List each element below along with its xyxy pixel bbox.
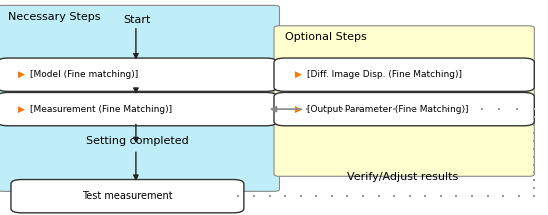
FancyBboxPatch shape bbox=[0, 92, 277, 126]
Text: ▶: ▶ bbox=[295, 70, 302, 79]
Text: ▶: ▶ bbox=[295, 105, 302, 114]
Text: [Diff. Image Disp. (Fine Matching)]: [Diff. Image Disp. (Fine Matching)] bbox=[307, 70, 462, 79]
Text: ▶: ▶ bbox=[18, 70, 25, 79]
FancyBboxPatch shape bbox=[274, 26, 534, 176]
FancyBboxPatch shape bbox=[274, 58, 534, 91]
Text: Necessary Steps: Necessary Steps bbox=[8, 12, 101, 22]
Text: ▶: ▶ bbox=[18, 105, 25, 114]
FancyBboxPatch shape bbox=[0, 5, 279, 191]
FancyBboxPatch shape bbox=[0, 58, 277, 91]
Text: Verify/Adjust results: Verify/Adjust results bbox=[347, 172, 459, 182]
Text: [Measurement (Fine Matching)]: [Measurement (Fine Matching)] bbox=[30, 105, 172, 114]
Text: [Model (Fine matching)]: [Model (Fine matching)] bbox=[30, 70, 139, 79]
Text: Test measurement: Test measurement bbox=[82, 191, 173, 201]
Text: Optional Steps: Optional Steps bbox=[285, 32, 367, 42]
FancyBboxPatch shape bbox=[274, 92, 534, 126]
Text: Start: Start bbox=[123, 15, 151, 25]
Text: [Output Parameter (Fine Matching)]: [Output Parameter (Fine Matching)] bbox=[307, 105, 469, 114]
Text: Setting completed: Setting completed bbox=[85, 136, 189, 146]
FancyBboxPatch shape bbox=[11, 180, 244, 213]
